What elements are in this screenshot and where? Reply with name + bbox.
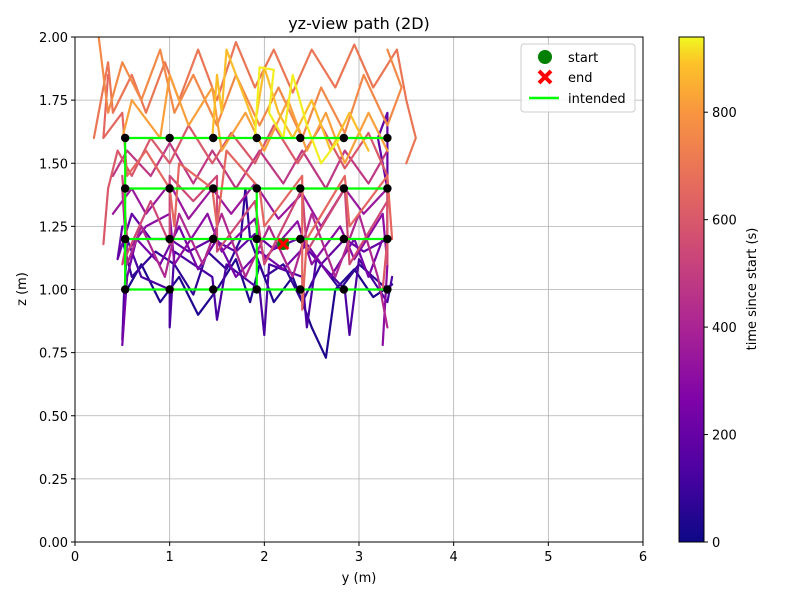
x-tick-label: 5 bbox=[544, 550, 552, 565]
x-tick-label: 0 bbox=[71, 550, 79, 565]
start-icon bbox=[538, 50, 552, 64]
waypoint-marker bbox=[209, 285, 218, 294]
colorbar bbox=[678, 36, 705, 543]
waypoint-marker bbox=[296, 184, 305, 193]
trajectory-segment bbox=[92, 41, 417, 165]
waypoint-marker bbox=[383, 285, 392, 294]
end-icon bbox=[537, 69, 553, 85]
waypoint-marker bbox=[339, 133, 349, 143]
intended-path bbox=[120, 133, 392, 294]
colorbar-tick-label: 400 bbox=[712, 321, 737, 336]
waypoint-marker bbox=[252, 133, 261, 143]
x-tick-label: 2 bbox=[260, 550, 268, 565]
waypoint-marker bbox=[209, 234, 218, 244]
colorbar-tick-label: 0 bbox=[712, 536, 720, 551]
waypoint-marker bbox=[165, 133, 174, 143]
y-tick-label: 2.00 bbox=[39, 31, 68, 46]
waypoint-marker bbox=[209, 133, 218, 143]
trajectories bbox=[92, 37, 417, 359]
x-axis-ticks: 0 1 2 3 4 5 6 bbox=[71, 542, 647, 565]
waypoint-marker bbox=[383, 234, 392, 244]
waypoint-marker bbox=[339, 184, 349, 193]
colorbar-label: time since start (s) bbox=[745, 228, 760, 351]
y-tick-label: 0.50 bbox=[39, 410, 68, 425]
waypoint-marker bbox=[296, 285, 305, 294]
start-end-markers bbox=[277, 237, 290, 251]
x-tick-label: 1 bbox=[166, 550, 174, 565]
y-axis-label: z (m) bbox=[15, 272, 30, 306]
y-tick-label: 1.50 bbox=[39, 157, 68, 172]
trajectory-segment bbox=[121, 225, 384, 347]
waypoint-marker bbox=[165, 285, 174, 294]
waypoint-marker bbox=[339, 234, 349, 244]
waypoint-marker bbox=[209, 184, 218, 193]
y-tick-label: 0.75 bbox=[39, 347, 68, 362]
colorbar-ticks: 0 200 400 600 800 bbox=[704, 106, 737, 551]
waypoint-marker bbox=[296, 133, 305, 143]
waypoint-marker bbox=[252, 285, 261, 294]
trajectory-segment bbox=[121, 174, 389, 266]
waypoint-marker bbox=[296, 234, 305, 244]
y-tick-label: 1.75 bbox=[39, 94, 68, 109]
waypoint-marker bbox=[383, 133, 392, 143]
y-tick-label: 1.25 bbox=[39, 220, 68, 235]
trajectory-segment bbox=[121, 187, 389, 329]
chart-title: yz-view path (2D) bbox=[288, 14, 430, 33]
waypoint-marker bbox=[120, 285, 130, 294]
legend: start end intended bbox=[520, 43, 636, 113]
end-marker bbox=[277, 237, 290, 251]
waypoint-marker bbox=[120, 184, 130, 193]
waypoint-marker bbox=[252, 184, 261, 193]
y-tick-label: 1.00 bbox=[39, 284, 68, 299]
waypoint-marker bbox=[165, 234, 174, 244]
x-tick-label: 3 bbox=[355, 550, 363, 565]
x-tick-label: 6 bbox=[639, 550, 647, 565]
waypoint-marker bbox=[252, 234, 261, 244]
x-axis-label: y (m) bbox=[342, 571, 377, 586]
waypoint-marker bbox=[120, 234, 130, 244]
trajectory-segment bbox=[97, 37, 403, 140]
waypoint-marker bbox=[383, 184, 392, 193]
legend-start-label: start bbox=[568, 51, 598, 66]
y-axis-ticks: 0.00 0.25 0.50 0.75 1.00 1.25 1.50 1.75 2.00 bbox=[39, 31, 75, 551]
colorbar-tick-label: 200 bbox=[712, 429, 737, 444]
trajectory-segment bbox=[121, 73, 389, 165]
y-tick-label: 0.00 bbox=[39, 536, 68, 551]
waypoint-marker bbox=[339, 285, 349, 294]
colorbar-tick-label: 600 bbox=[712, 214, 737, 229]
legend-intended-label: intended bbox=[568, 92, 626, 107]
y-tick-label: 0.25 bbox=[39, 473, 68, 488]
legend-end-label: end bbox=[568, 71, 593, 86]
x-tick-label: 4 bbox=[450, 550, 458, 565]
waypoint-marker bbox=[165, 184, 174, 193]
colorbar-tick-label: 800 bbox=[712, 106, 737, 121]
waypoint-marker bbox=[120, 133, 130, 143]
